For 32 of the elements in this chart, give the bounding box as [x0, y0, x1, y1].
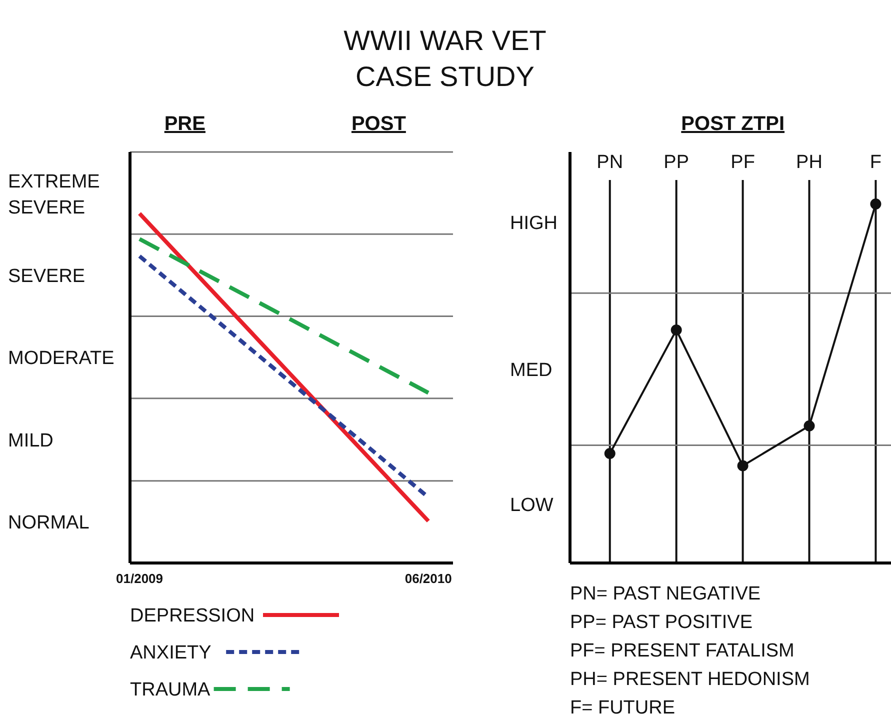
text: HIGH — [510, 213, 558, 234]
text: EXTREME SEVERE — [8, 172, 100, 219]
x-tick-label: PF — [730, 152, 755, 173]
point — [870, 198, 882, 210]
legend-label: TRAUMA — [130, 680, 211, 701]
text: MODERATE — [8, 348, 114, 369]
text: F= FUTURE — [570, 698, 676, 719]
x-tick-label: PP — [664, 152, 690, 173]
x-tick-label: PH — [796, 152, 822, 173]
text: PP= PAST POSITIVE — [570, 612, 753, 634]
text: PN= PAST NEGATIVE — [570, 584, 761, 605]
text: MED — [510, 360, 552, 381]
text: PH= PRESENT HEDONISM — [570, 669, 810, 690]
x-tick-label: PN — [596, 152, 624, 173]
text: MILD — [8, 430, 54, 452]
x-tick-label: 06/2010 — [404, 571, 452, 586]
text: PF= PRESENT FATALISM — [570, 640, 794, 662]
text: SEVERE — [8, 266, 86, 287]
point — [670, 324, 682, 336]
text: LOW — [510, 494, 554, 516]
legend-label: DEPRESSION — [130, 606, 255, 627]
x-tick-label: 01/2009 — [116, 571, 164, 586]
point — [804, 420, 815, 432]
point — [604, 448, 616, 460]
chart-title: POST ZTPI — [681, 113, 785, 135]
chart-title: WWII WAR VET CASE STUDY — [344, 25, 546, 92]
text: PRE — [164, 113, 206, 135]
x-tick-label: F — [870, 152, 882, 173]
text: NORMAL — [8, 512, 90, 534]
legend-label: ANXIETY — [130, 642, 212, 664]
text: POST — [351, 113, 406, 135]
point — [737, 460, 748, 472]
